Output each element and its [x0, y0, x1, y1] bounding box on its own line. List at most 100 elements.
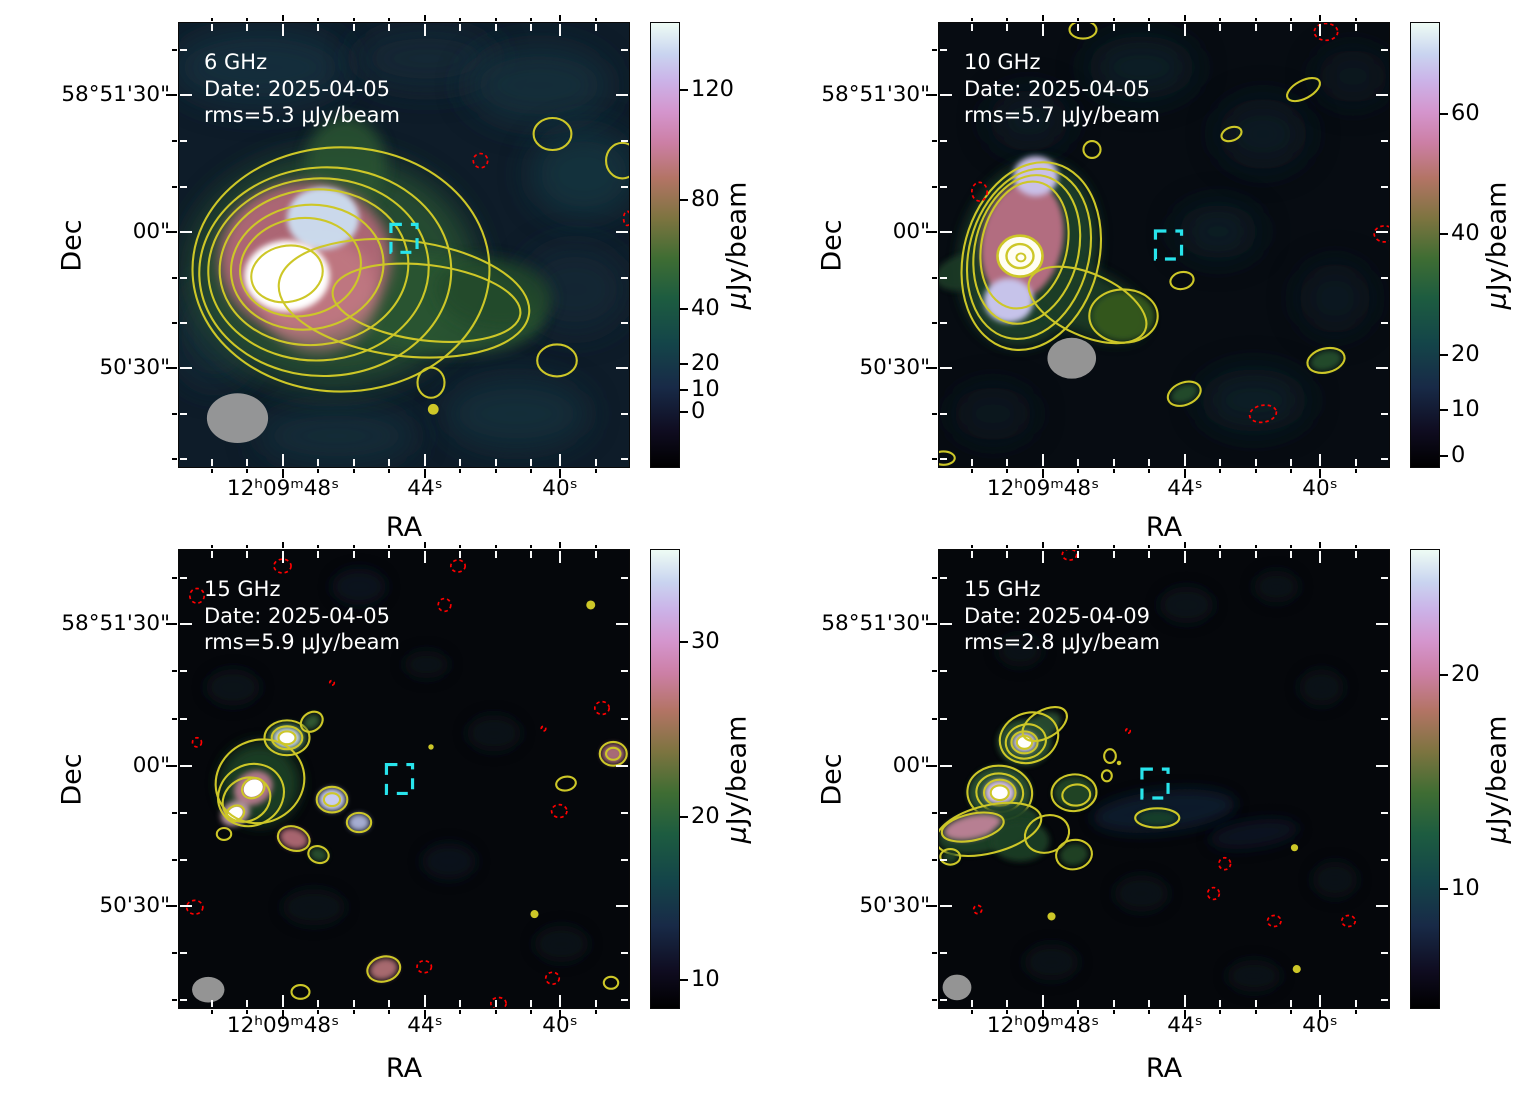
dec-tick-mark: [621, 717, 628, 720]
ra-tick-mark: [459, 1000, 462, 1007]
ra-tick-mark: [1318, 1010, 1321, 1019]
ra-tick-mark: [1354, 1010, 1357, 1014]
dec-tick-mark: [180, 904, 192, 907]
ra-tick-mark: [246, 469, 249, 473]
dec-tick-mark: [180, 139, 187, 142]
colorbar-tick-mark: [680, 640, 688, 643]
negative-contour: [540, 725, 547, 732]
dec-tick-mark: [166, 623, 177, 626]
emission-blob: [332, 568, 386, 605]
sky-map: 6 GHz Date: 2025-04-05 rms=5.3 μJy/beam: [178, 22, 630, 468]
rms-label: rms=2.8 μJy/beam: [964, 630, 1160, 654]
positive-contour: [1134, 807, 1181, 829]
ra-tick-mark: [352, 1000, 355, 1007]
ra-tick-mark: [594, 545, 597, 548]
compact-source-dot: [1292, 965, 1301, 974]
dec-tick-mark: [940, 717, 947, 720]
negative-contour: [273, 558, 292, 574]
emission-blob: [244, 240, 330, 312]
ra-tick-mark: [1041, 454, 1044, 466]
dec-tick-mark: [616, 904, 628, 907]
positive-contour: [1103, 748, 1117, 765]
dec-tick-mark: [172, 322, 177, 325]
dec-tick-mark: [940, 322, 947, 325]
panel-annotation: 10 GHz Date: 2025-04-05 rms=5.7 μJy/beam: [964, 49, 1160, 129]
ra-tick-mark: [1318, 454, 1321, 466]
emission-blob: [179, 27, 350, 108]
colorbar-axis-title-text: μJy/beam: [1482, 181, 1513, 309]
emission-blob: [601, 743, 625, 764]
positive-contour: [331, 262, 522, 343]
panel-10ghz: Dec 58°51'30" 00" 50'30" 10 GHz Date: 20…: [760, 0, 1520, 549]
ra-tick-mark: [210, 1010, 213, 1014]
emission-blob: [255, 404, 418, 467]
colorbar: [650, 22, 680, 468]
colorbar-tick-mark: [1440, 113, 1448, 116]
ra-tick-mark: [970, 469, 973, 473]
ra-tick-mark: [1077, 545, 1080, 548]
emission-blob: [984, 278, 1034, 323]
colorbar-tick-label: 30: [691, 627, 720, 654]
ra-tick-label: 44ˢ: [407, 476, 443, 501]
dec-tick-mark: [180, 858, 187, 861]
ra-tick-mark: [970, 24, 973, 31]
ra-tick-mark: [1219, 459, 1222, 466]
dec-tick-mark: [940, 904, 952, 907]
ra-tick-mark: [1354, 545, 1357, 548]
dec-tick-mark: [180, 951, 187, 954]
colorbar-tick-label: 120: [691, 75, 734, 102]
ra-axis-title-text: RA: [1145, 512, 1183, 543]
ra-tick-mark: [317, 1000, 320, 1007]
ra-tick-mark: [246, 545, 249, 548]
negative-contour: [1373, 225, 1389, 243]
ra-tick-mark: [1006, 18, 1009, 21]
ra-tick-mark: [388, 24, 391, 31]
emission-blob: [1299, 669, 1344, 706]
dec-tick-mark: [172, 458, 177, 461]
dec-tick-mark: [172, 412, 177, 415]
colorbar-gradient: [1411, 23, 1439, 467]
ra-tick-mark: [530, 1010, 532, 1014]
dec-tick-mark: [1376, 904, 1388, 907]
positive-contour: [345, 811, 373, 834]
emission-blob: [279, 732, 295, 744]
ra-tick-mark: [1183, 542, 1186, 548]
ra-axis-title: RA: [1146, 512, 1182, 543]
emission-blob: [1310, 350, 1342, 371]
ra-tick-mark: [558, 24, 561, 36]
emission-blob: [1312, 861, 1358, 899]
ra-tick-mark: [558, 15, 561, 21]
ra-tick-mark: [494, 469, 497, 473]
ra-axis-title: RA: [386, 512, 422, 543]
ra-tick-mark: [558, 454, 561, 466]
ra-tick-mark: [1254, 545, 1257, 548]
ra-tick-mark: [494, 1010, 497, 1014]
ra-axis-title-text: RA: [1145, 1053, 1183, 1084]
dec-tick-label: 00": [132, 219, 170, 244]
ra-tick-mark: [1183, 454, 1186, 466]
dec-tick-mark: [180, 576, 187, 579]
ra-tick-mark: [210, 24, 213, 31]
dec-tick-mark: [1381, 576, 1388, 579]
ra-tick-mark: [388, 459, 391, 466]
ra-tick-mark: [423, 1010, 426, 1019]
ra-tick-mark: [1183, 469, 1186, 478]
ra-tick-mark: [1219, 18, 1222, 21]
frequency-label: 15 GHz: [204, 577, 281, 601]
ra-tick-mark: [1041, 1010, 1044, 1019]
dec-tick-label: 58°51'30": [61, 611, 170, 636]
ra-tick-mark: [352, 469, 355, 473]
positive-contour: [299, 710, 324, 733]
ra-tick-mark: [494, 545, 497, 548]
ra-tick-mark: [1290, 551, 1292, 558]
ra-tick-mark: [594, 24, 597, 31]
emission-blob: [1059, 843, 1089, 866]
ra-tick-mark: [1290, 459, 1292, 466]
negative-contour: [622, 210, 629, 227]
ra-tick-mark: [970, 1010, 973, 1014]
positive-contour: [1023, 814, 1071, 854]
dec-tick-mark: [166, 94, 177, 97]
dec-tick-mark: [616, 764, 628, 767]
positive-contour: [1286, 77, 1321, 103]
emission-blob: [318, 788, 346, 812]
